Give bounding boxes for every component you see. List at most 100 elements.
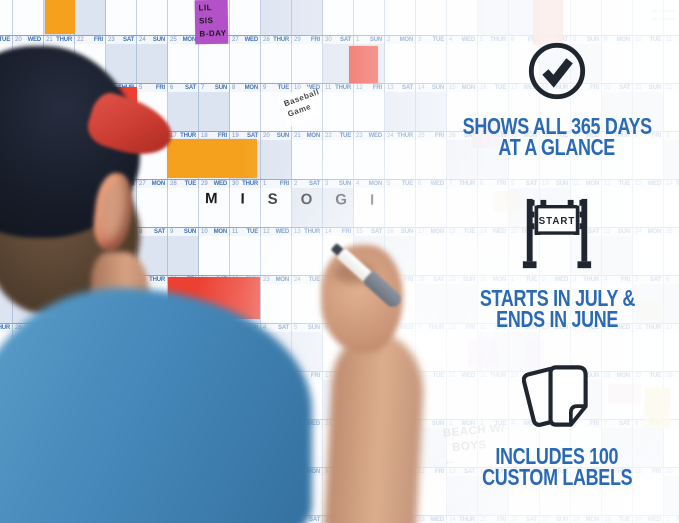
- calendar-day-label: 28 TUE: [168, 180, 199, 188]
- calendar-day-label: 12 TUE: [602, 180, 633, 188]
- calendar-day-label: 25TUE: [664, 228, 679, 236]
- calendar-cell: [664, 236, 679, 275]
- calendar-day-label: 3 TUE: [416, 36, 447, 44]
- calendar-day-label: 24 THUR: [447, 516, 478, 523]
- calendar-day-label: 30 WED: [633, 516, 664, 523]
- calendar-cell: [199, 92, 230, 131]
- calendar-cell: [385, 44, 416, 83]
- calendar-day-label: 10 MON: [199, 228, 230, 236]
- calendar-day-label: 15 SAT: [354, 228, 385, 236]
- calendar-day-label: 9 THUR: [416, 324, 447, 332]
- calendar-cell: [416, 0, 447, 35]
- calendar-day-label: 28 MON: [571, 516, 602, 523]
- calendar-day-label: 10 SUN: [540, 180, 571, 188]
- feature-text-line1: STARTS IN JULY &: [479, 285, 635, 311]
- calendar-cell: [261, 140, 292, 179]
- note-lil-sis-bday: LIL SIS B-DAY: [198, 3, 227, 39]
- checkmark-circle-icon: [526, 40, 588, 107]
- calendar-cell: [602, 0, 633, 35]
- man-arm: [323, 329, 427, 523]
- calendar-day-label: 23 WED: [354, 132, 385, 140]
- calendar-cell: [385, 140, 416, 179]
- calendar-cell: [230, 0, 261, 35]
- calendar-cell: [261, 236, 292, 275]
- calendar-day-label: 4 MON: [354, 180, 385, 188]
- calendar-day-label: 24 THUR: [385, 132, 416, 140]
- calendar-day-label: 14 SUN: [416, 84, 447, 92]
- calendar-cell: [137, 0, 168, 35]
- sticker-salmon: [533, 0, 563, 45]
- calendar-cell: [416, 332, 447, 371]
- calendar-day-label: 14 FRI: [323, 228, 354, 236]
- calendar-cell: [664, 284, 679, 323]
- calendar-cell: [323, 140, 354, 179]
- calendar-day-label: 24 TUE: [292, 276, 323, 284]
- sticker-orange-1: [45, 0, 75, 34]
- calendar-cell: [261, 0, 292, 35]
- calendar-cell: [571, 0, 602, 35]
- calendar-day-label: 11 MON: [571, 180, 602, 188]
- calendar-day-label: 26 SAT: [509, 516, 540, 523]
- feature-text-line1: SHOWS ALL 365 DAYS: [462, 113, 652, 139]
- calendar-day-label: 19TUE: [0, 36, 13, 44]
- calendar-cell: [137, 44, 168, 83]
- calendar-day-label: 12 WED: [261, 228, 292, 236]
- calendar-day-label: 5 TUE: [385, 180, 416, 188]
- calendar-cell: [292, 284, 323, 323]
- calendar-day-label: 16 SUN: [385, 228, 416, 236]
- calendar-day-label: 13 THUR: [292, 228, 323, 236]
- labels-icon: [521, 360, 592, 437]
- calendar-cell: [416, 44, 447, 83]
- calendar-cell: [230, 92, 261, 131]
- calendar-day-label: 9 SUN: [168, 228, 199, 236]
- calendar-day-label: 2 SAT: [292, 180, 323, 188]
- calendar-day-label: 3 SUN: [323, 180, 354, 188]
- calendar-day-label: 12 FRI: [416, 468, 447, 476]
- feature-text-line1: INCLUDES 100: [495, 443, 619, 469]
- calendar-cell: [0, 0, 13, 35]
- calendar-day-label: 8 FRI: [478, 180, 509, 188]
- calendar-day-label: 7 THUR: [447, 180, 478, 188]
- calendar-cell: [292, 44, 323, 83]
- calendar-day-label: 13 SAT: [385, 84, 416, 92]
- calendar-cell: [664, 332, 679, 371]
- calendar-cell: [199, 236, 230, 275]
- calendar-day-label: 2 MON: [385, 36, 416, 44]
- calendar-cell: [664, 44, 679, 83]
- calendar-day-label: 27 MON: [137, 180, 168, 188]
- calendar-cell: [75, 0, 106, 35]
- calendar-cell: [416, 140, 447, 179]
- calendar-day-label: 9 SAT: [509, 180, 540, 188]
- feature-callout-365-days: SHOWS ALL 365 DAYS AT A GLANCE: [452, 40, 662, 159]
- calendar-day-label: 28 SAT: [416, 276, 447, 284]
- calendar-cell: [416, 92, 447, 131]
- sticker-red-1: [349, 46, 378, 83]
- feature-callout-custom-labels: INCLUDES 100 CUSTOM LABELS: [452, 360, 662, 490]
- calendar-cell: [292, 236, 323, 275]
- calendar-cell: [354, 140, 385, 179]
- calendar-day-label: 29 WED: [199, 180, 230, 188]
- calendar-cell: [354, 92, 385, 131]
- feature-text-line2: CUSTOM LABELS: [481, 464, 633, 490]
- calendar-cell: [168, 44, 199, 83]
- calendar-week-row: [0, 0, 679, 35]
- calendar-cell: [13, 0, 44, 35]
- feature-text-line2: ENDS IN JUNE: [496, 306, 618, 332]
- calendar-day-label: 17 MON: [416, 228, 447, 236]
- calendar-day-label: 8 SAT: [137, 228, 168, 236]
- calendar-cell: [230, 236, 261, 275]
